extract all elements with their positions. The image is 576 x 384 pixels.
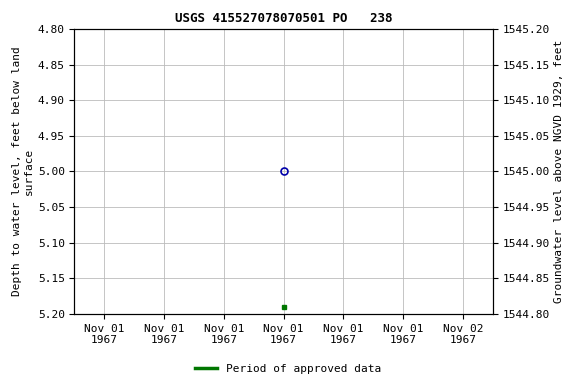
Y-axis label: Depth to water level, feet below land
surface: Depth to water level, feet below land su… <box>12 46 33 296</box>
Legend: Period of approved data: Period of approved data <box>191 359 385 379</box>
Y-axis label: Groundwater level above NGVD 1929, feet: Groundwater level above NGVD 1929, feet <box>554 40 564 303</box>
Title: USGS 415527078070501 PO   238: USGS 415527078070501 PO 238 <box>175 12 392 25</box>
